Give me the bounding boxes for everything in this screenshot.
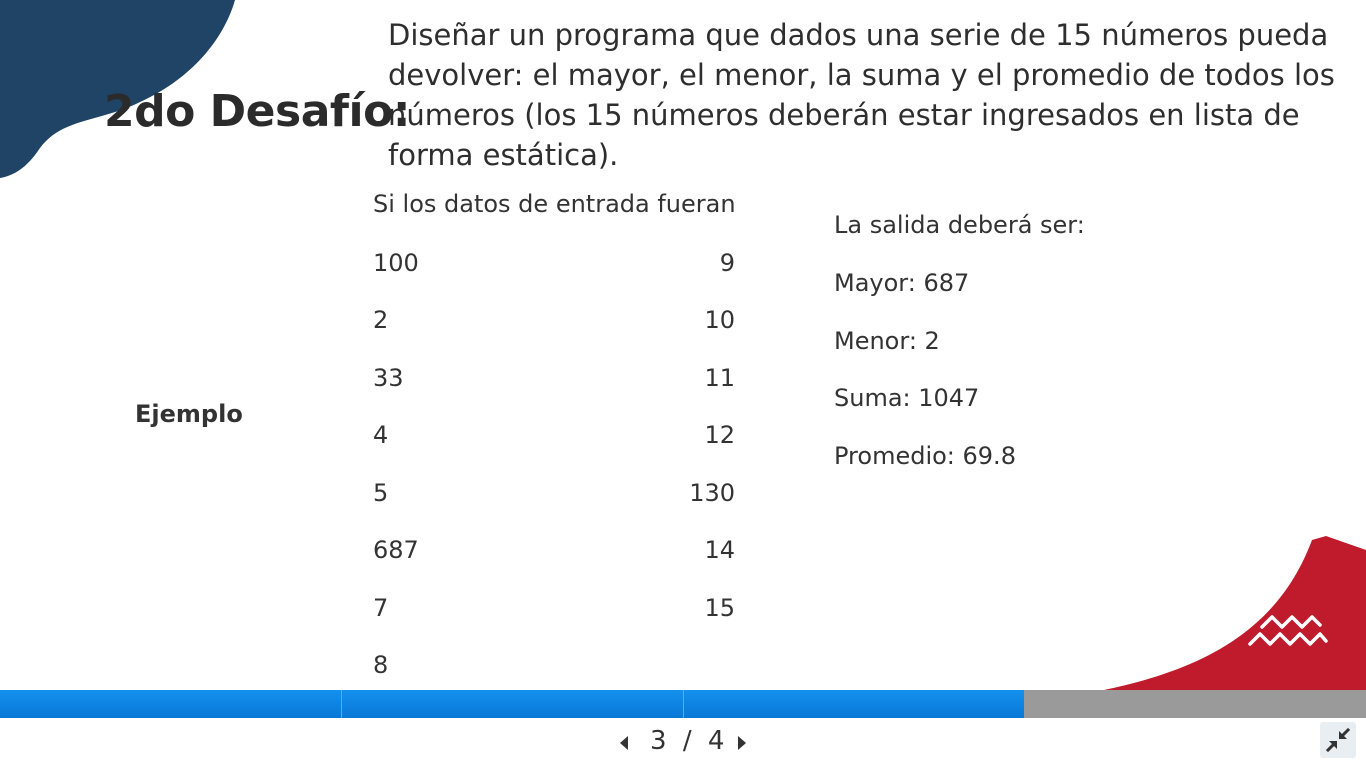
progress-segment-2[interactable] — [342, 690, 683, 718]
challenge-description: Diseñar un programa que dados una serie … — [388, 18, 1335, 172]
page-separator: / — [682, 726, 692, 756]
output-mayor: Mayor: 687 — [834, 269, 970, 297]
output-menor: Menor: 2 — [834, 327, 940, 355]
input-number: 11 — [704, 364, 735, 392]
caret-right-icon — [738, 736, 746, 750]
output-suma: Suma: 1047 — [834, 384, 980, 412]
input-number: 130 — [689, 479, 735, 507]
next-slide-button[interactable] — [729, 730, 755, 756]
slide-canvas: 2do Desafío: Diseñar un programa que dad… — [0, 0, 1366, 690]
navy-corner-shape — [0, 0, 235, 178]
waves-icon — [1248, 615, 1328, 646]
slide-title: 2do Desafío: — [104, 86, 410, 137]
page-counter: 3 / 4 — [650, 726, 724, 756]
caret-left-icon — [620, 736, 628, 750]
input-number: 2 — [373, 306, 389, 334]
total-pages: 4 — [707, 726, 725, 756]
red-corner-shape — [1104, 536, 1366, 690]
input-number: 100 — [373, 249, 419, 277]
input-number: 14 — [704, 536, 735, 564]
input-number: 7 — [373, 594, 389, 622]
input-number: 4 — [373, 421, 389, 449]
input-number: 33 — [373, 364, 404, 392]
exit-fullscreen-button[interactable] — [1320, 722, 1356, 758]
input-number: 12 — [704, 421, 735, 449]
output-heading: La salida deberá ser: — [834, 211, 1085, 239]
collapse-arrows-icon — [1325, 727, 1351, 753]
input-heading: Si los datos de entrada fueran — [373, 190, 736, 218]
progress-segment-3[interactable] — [684, 690, 1024, 718]
input-number: 5 — [373, 479, 389, 507]
progress-segment-1[interactable] — [0, 690, 341, 718]
output-promedio: Promedio: 69.8 — [834, 442, 1016, 470]
input-number: 10 — [704, 306, 735, 334]
slide-navigation: 3 / 4 — [0, 718, 1366, 768]
input-number: 687 — [373, 536, 419, 564]
input-number: 9 — [719, 249, 735, 277]
input-number: 8 — [373, 651, 389, 679]
current-page: 3 — [650, 726, 667, 756]
example-label: Ejemplo — [135, 400, 243, 428]
prev-slide-button[interactable] — [612, 730, 638, 756]
progress-bar[interactable] — [0, 690, 1366, 718]
input-number: 15 — [704, 594, 735, 622]
